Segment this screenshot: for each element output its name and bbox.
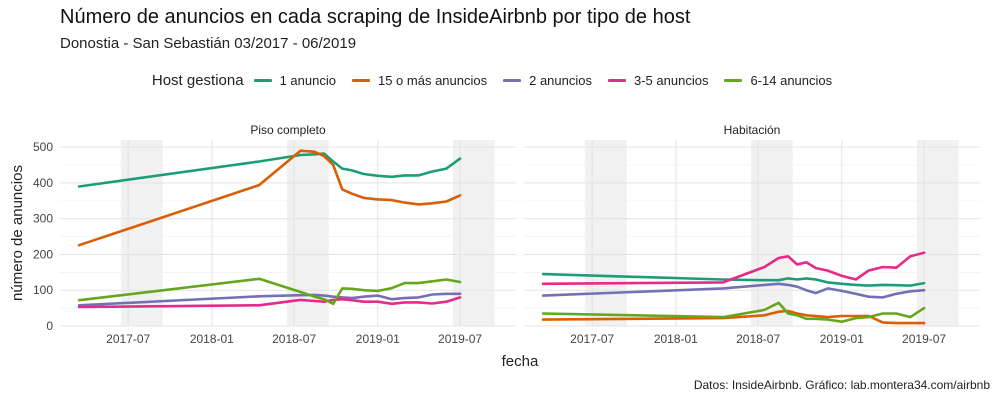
x-tick-label: 2019-01 (356, 332, 400, 346)
legend-item-3-5-anuncios: 3-5 anuncios (608, 73, 708, 88)
x-tick-label: 2018-07 (736, 332, 780, 346)
legend-item-6-14-anuncios: 6-14 anuncios (724, 73, 832, 88)
panel-piso-completo: Piso completo 2017-07 2018-01 2018-07 2019-0… (33, 123, 516, 346)
legend-item-1-anuncio: 1 anuncio (253, 73, 336, 88)
legend-swatch (503, 79, 522, 82)
x-tick-label: 2018-01 (654, 332, 698, 346)
x-tick-label: 2019-01 (820, 332, 864, 346)
legend-title: Host gestiona (151, 72, 244, 89)
summer-shade (916, 140, 959, 326)
legend-swatch (608, 79, 626, 82)
series-line-1-anuncio (541, 272, 926, 287)
x-tick-label: 2018-07 (272, 332, 316, 346)
series-line-6-14-anuncios (77, 277, 462, 306)
chart-subtitle: Donostia - San Sebastián 03/2017 - 06/20… (60, 35, 357, 52)
legend: Host gestiona 1 anuncio 15 o más anuncio… (0, 72, 1000, 89)
legend-swatch (724, 79, 743, 82)
series-line-15-o-mas-anuncios (541, 309, 926, 325)
legend-swatch (351, 79, 370, 82)
y-tick-label: 100 (33, 283, 53, 297)
legend-label: 3-5 anuncios (634, 73, 709, 88)
y-tick-label: 300 (33, 212, 53, 226)
legend-label: 6-14 anuncios (750, 73, 833, 88)
summer-shade (750, 140, 793, 326)
y-tick-label: 400 (33, 176, 53, 190)
x-tick-label: 2017-07 (570, 332, 614, 346)
panel-strip-label: Habitación (724, 123, 781, 137)
series-line-2-anuncios (541, 282, 926, 299)
series-line-3-5-anuncios (541, 251, 926, 286)
x-tick-label: 2019-07 (902, 332, 946, 346)
x-tick-label: 2019-07 (438, 332, 482, 346)
legend-label: 1 anuncio (279, 73, 336, 88)
x-tick-label: 2017-07 (106, 332, 150, 346)
x-axis-title: fecha (502, 353, 539, 370)
summer-shade (584, 140, 627, 326)
legend-label: 15 o más anuncios (377, 73, 488, 88)
legend-label: 2 anuncios (529, 73, 592, 88)
y-axis-title: número de anuncios (9, 165, 26, 301)
series-line-15-o-mas-anuncios (77, 149, 462, 247)
x-tick-label: 2018-01 (190, 332, 234, 346)
series-line-3-5-anuncios (77, 296, 462, 309)
y-tick-label: 200 (33, 247, 53, 261)
series-line-6-14-anuncios (541, 301, 926, 323)
panel-habitacion: Habitación 2017-07 2018-01 2018-07 2019-01 20… (524, 123, 980, 346)
legend-item-15-o-mas-anuncios: 15 o más anuncios (351, 73, 488, 88)
y-tick-label: 500 (33, 140, 53, 154)
legend-swatch (253, 79, 272, 82)
y-tick-label: 0 (46, 319, 53, 333)
summer-shade (120, 140, 163, 326)
legend-item-2-anuncios: 2 anuncios (503, 73, 592, 88)
panel-strip-label: Piso completo (250, 123, 326, 137)
chart-caption: Datos: InsideAirbnb. Gráfico: lab.monter… (693, 378, 990, 392)
series-line-1-anuncio (77, 152, 462, 188)
chart-title: Número de anuncios en cada scraping de I… (60, 6, 691, 28)
